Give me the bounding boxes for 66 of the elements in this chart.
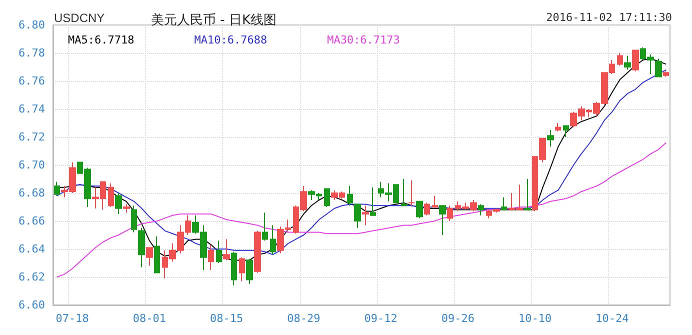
- line-series: [56, 142, 667, 278]
- candlestick: [624, 55, 631, 70]
- x-tick-label: 10-10: [518, 312, 552, 325]
- candlestick: [347, 186, 353, 206]
- candlestick: [401, 178, 407, 206]
- candlestick: [254, 230, 261, 274]
- y-tick-label: 6.66: [18, 214, 45, 228]
- x-tick-label: 08-01: [132, 312, 166, 325]
- text: 2016-11-02 17:11:30: [546, 11, 672, 24]
- y-tick-label: 6.80: [18, 18, 45, 32]
- text: MA5:6.7718: [68, 34, 134, 46]
- chart-title: 美元人民币 - 日K线图: [151, 12, 276, 28]
- y-tick-label: 6.64: [18, 242, 46, 256]
- x-tick-label: 10-24: [596, 312, 630, 325]
- text: USDCNY: [54, 11, 105, 25]
- candlestick: [231, 251, 237, 286]
- candlestick: [138, 228, 145, 268]
- candlestick: [270, 224, 276, 256]
- y-tick-label: 6.74: [18, 102, 46, 116]
- candlestick: [146, 247, 153, 266]
- candlestick: [547, 130, 554, 148]
- candlestick: [208, 244, 214, 270]
- candlestick: [478, 204, 484, 216]
- candlestick: [563, 125, 569, 138]
- candlestick: [354, 204, 361, 228]
- candlestick: [123, 204, 130, 214]
- candlestick: [216, 240, 222, 264]
- candlestick: [663, 70, 669, 78]
- candlestick: [324, 188, 330, 208]
- candlestick: [632, 50, 639, 72]
- candlestick: [432, 195, 438, 208]
- text: MA10:6.7688: [194, 34, 268, 46]
- candlestick: [416, 200, 423, 219]
- x-tick-label: 08-29: [287, 312, 320, 325]
- candlestick: [223, 238, 230, 261]
- x-tick-label: 08-15: [210, 312, 244, 325]
- candlestick: [362, 205, 369, 226]
- candlestick: [439, 205, 446, 236]
- candlestick: [131, 205, 137, 233]
- y-tick-label: 6.70: [18, 158, 45, 172]
- candlestick: [54, 181, 60, 196]
- x-tick-label: 09-12: [364, 312, 398, 325]
- candlestick: [555, 122, 561, 132]
- y-tick-label: 6.76: [18, 74, 45, 88]
- candlestick: [246, 258, 253, 284]
- candlestick: [115, 192, 122, 214]
- candlestick: [108, 182, 114, 208]
- candlestick: [424, 202, 430, 216]
- x-tick-label: 09-26: [441, 312, 474, 325]
- candlestick: [408, 180, 415, 206]
- x-tick-label: 07-18: [56, 312, 89, 325]
- y-tick-label: 6.62: [18, 270, 45, 284]
- candlestick: [154, 236, 160, 274]
- candlestick: [617, 52, 623, 66]
- candlestick: [524, 178, 531, 210]
- candlestick: [501, 196, 507, 210]
- candlestick: [655, 58, 662, 78]
- y-tick-label: 6.60: [18, 298, 45, 312]
- candlestick: [447, 205, 453, 222]
- candlestick: [262, 212, 268, 242]
- y-tick-label: 6.78: [18, 46, 45, 60]
- y-tick-label: 6.72: [18, 130, 45, 144]
- candlestick: [239, 256, 245, 282]
- text: MA30:6.7173: [327, 34, 400, 46]
- y-tick-label: 6.68: [18, 186, 45, 200]
- candlestick: [370, 186, 376, 216]
